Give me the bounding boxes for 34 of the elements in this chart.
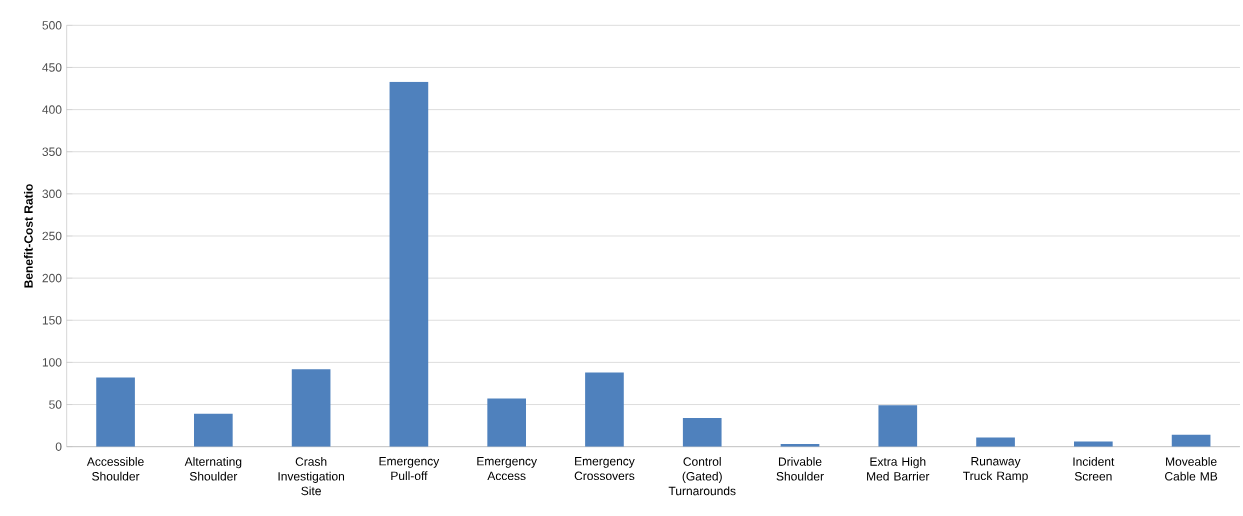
y-tick-label: 400	[42, 105, 62, 114]
x-tick-label: Extra High Med Barrier	[867, 457, 930, 481]
y-axis-title: Benefit-Cost Ratio	[23, 184, 33, 288]
x-tick-label: Moveable Cable MB	[1165, 457, 1218, 481]
bar	[585, 372, 624, 447]
x-tick-label: Incident Screen	[1073, 457, 1115, 481]
y-tick-label: 450	[42, 63, 62, 72]
x-tick-label: Control (Gated) Turnarounds	[668, 457, 736, 496]
bar	[96, 377, 135, 447]
x-tick-label: Crash Investigation Site	[278, 457, 345, 496]
y-tick-label: 250	[42, 231, 62, 241]
y-tick-label: 150	[42, 316, 62, 325]
y-tick-label: 0	[55, 442, 62, 451]
x-tick-label: Emergency Pull-off	[379, 457, 440, 481]
x-tick-label: Emergency Crossovers	[574, 457, 635, 481]
y-tick-label: 200	[42, 273, 62, 283]
y-tick-label: 350	[42, 147, 62, 156]
x-tick-label: Drivable Shoulder	[776, 457, 824, 481]
bar	[389, 81, 429, 447]
x-tick-label: Emergency Access	[477, 457, 537, 481]
bar	[1171, 434, 1211, 447]
x-tick-label: Accessible Shoulder	[86, 457, 144, 481]
x-tick-label: Runaway Truck Ramp	[963, 457, 1028, 483]
bar	[878, 405, 918, 447]
bar	[194, 413, 233, 447]
bar	[291, 369, 331, 447]
bar	[976, 437, 1015, 447]
y-tick-label: 50	[49, 400, 62, 409]
y-tick-label: 500	[42, 21, 62, 30]
y-tick-label: 100	[42, 358, 62, 367]
bar	[682, 418, 722, 447]
x-tick-label: Alternating Shoulder	[184, 457, 242, 481]
y-tick-label: 300	[42, 189, 62, 199]
bar	[487, 398, 527, 447]
